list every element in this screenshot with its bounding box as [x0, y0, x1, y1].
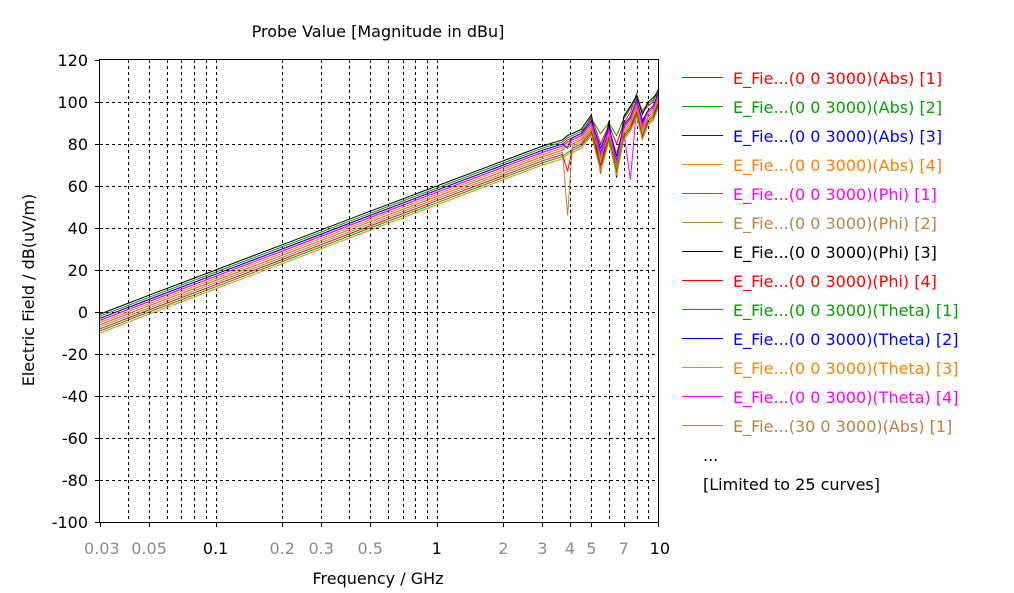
series-line [99, 103, 659, 330]
series-line [99, 95, 659, 321]
x-tick-label: 7 [619, 539, 629, 558]
x-tick-label: 1 [432, 539, 442, 558]
legend-ellipsis: ... [703, 446, 718, 465]
series-line [99, 108, 659, 334]
x-axis: 0.03 0.05 0.1 0.2 0.3 0.5 1 2 3 4 5 7 10 [84, 522, 670, 558]
y-tick-label: 0 [78, 303, 88, 322]
legend-entry: E_Fie...(0 0 3000)(Theta) [1] [733, 301, 959, 321]
y-axis: 120 100 80 60 40 20 0 -20 -40 -60 -80 -100 [52, 51, 100, 532]
y-tick-label: 120 [57, 51, 88, 70]
x-tick-label: 0.05 [131, 539, 167, 558]
x-tick-label: 0.2 [270, 539, 295, 558]
legend-entry: E_Fie...(0 0 3000)(Theta) [2] [733, 330, 959, 350]
series-line [99, 99, 659, 326]
legend-entry: E_Fie...(0 0 3000)(Phi) [4] [733, 272, 937, 292]
legend-entry: E_Fie...(0 0 3000)(Phi) [2] [733, 214, 937, 234]
series-line [99, 93, 659, 317]
series-line [99, 106, 659, 332]
y-tick-label: -40 [62, 387, 88, 406]
legend-entry: E_Fie...(30 0 3000)(Abs) [1] [733, 417, 952, 437]
grid [100, 60, 658, 522]
x-tick-label: 3 [537, 539, 547, 558]
legend-entry: E_Fie...(0 0 3000)(Phi) [1] [733, 185, 937, 205]
y-tick-label: 40 [68, 219, 88, 238]
plot-frame [99, 59, 659, 523]
y-axis-label: Electric Field / dB(uV/m) [19, 194, 38, 387]
x-tick-label: 5 [586, 539, 596, 558]
chart-title: Probe Value [Magnitude in dBu] [252, 22, 505, 41]
legend-entry: E_Fie...(0 0 3000)(Theta) [4] [733, 388, 959, 408]
legend-entry: E_Fie...(0 0 3000)(Abs) [1] [733, 69, 942, 89]
y-tick-label: 100 [57, 93, 88, 112]
x-axis-label: Frequency / GHz [312, 569, 443, 588]
legend-entry: E_Fie...(0 0 3000)(Abs) [3] [733, 127, 942, 147]
x-tick-label: 0.03 [84, 539, 120, 558]
y-tick-label: -20 [62, 345, 88, 364]
legend-note: [Limited to 25 curves] [703, 475, 880, 494]
y-tick-label: 60 [68, 177, 88, 196]
series-layer [99, 89, 659, 334]
x-tick-label: 10 [650, 539, 670, 558]
legend: E_Fie...(0 0 3000)(Abs) [1] E_Fie...(0 0 … [682, 69, 959, 494]
legend-entry: E_Fie...(0 0 3000)(Abs) [2] [733, 98, 942, 118]
y-tick-label: -100 [52, 513, 88, 532]
legend-entry: E_Fie...(0 0 3000)(Theta) [3] [733, 359, 959, 379]
y-tick-label: -60 [62, 429, 88, 448]
y-tick-label: 20 [68, 261, 88, 280]
legend-entry: E_Fie...(0 0 3000)(Phi) [3] [733, 243, 937, 263]
legend-entry: E_Fie...(0 0 3000)(Abs) [4] [733, 156, 942, 176]
x-tick-label: 0.1 [203, 539, 228, 558]
y-tick-label: 80 [68, 135, 88, 154]
x-tick-label: 2 [498, 539, 508, 558]
x-tick-label: 0.5 [358, 539, 383, 558]
series-line [99, 91, 659, 315]
series-line [99, 93, 659, 319]
x-tick-label: 0.3 [308, 539, 333, 558]
series-line [99, 101, 659, 328]
y-tick-label: -80 [62, 471, 88, 490]
x-tick-label: 4 [565, 539, 575, 558]
